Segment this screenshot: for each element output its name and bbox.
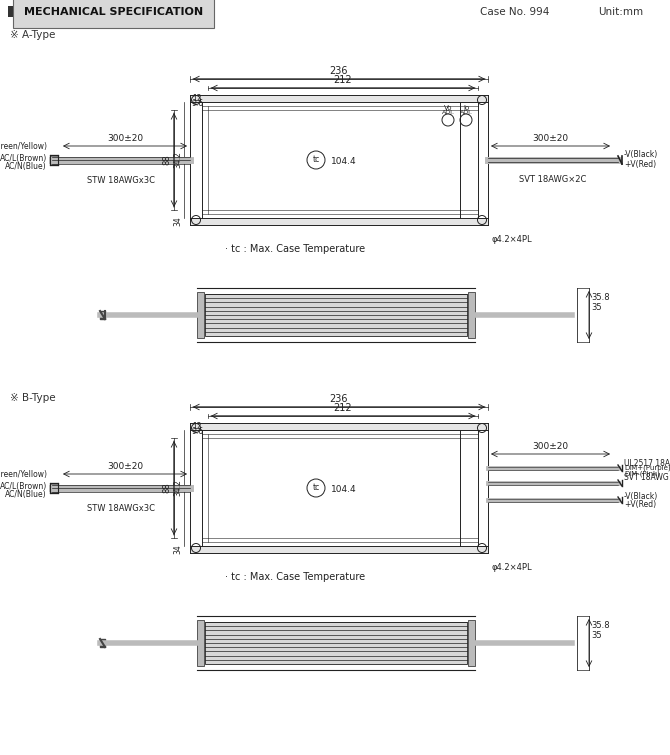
Text: AC/L(Brown): AC/L(Brown) <box>0 482 47 491</box>
Text: · tc : Max. Case Temperature: · tc : Max. Case Temperature <box>225 572 365 582</box>
Text: STW 18AWGx3C: STW 18AWGx3C <box>87 504 155 513</box>
Text: ADJ.: ADJ. <box>442 110 454 115</box>
Text: ※ B-Type: ※ B-Type <box>10 393 56 403</box>
Text: SVT 18AWG×2C: SVT 18AWG×2C <box>624 473 670 482</box>
Text: -V(Black): -V(Black) <box>624 492 658 501</box>
Bar <box>190 546 488 553</box>
Text: 88: 88 <box>162 155 171 165</box>
Text: ADJ.: ADJ. <box>460 110 472 115</box>
Bar <box>468 292 475 338</box>
Text: φ4.2×4PL: φ4.2×4PL <box>492 235 533 244</box>
Text: 236: 236 <box>330 66 348 76</box>
Text: 34: 34 <box>173 544 182 554</box>
Bar <box>197 620 204 666</box>
Text: 34: 34 <box>173 217 182 226</box>
Bar <box>190 95 488 102</box>
Text: -V(Black): -V(Black) <box>624 150 658 159</box>
Bar <box>8 6 20 17</box>
Text: FG⊕(Green/Yellow): FG⊕(Green/Yellow) <box>0 143 47 152</box>
Text: ※ A-Type: ※ A-Type <box>10 30 56 40</box>
Text: 35: 35 <box>591 303 602 312</box>
Text: 212: 212 <box>334 75 352 85</box>
Text: 300±20: 300±20 <box>533 442 569 451</box>
Text: DIM+(Purple): DIM+(Purple) <box>624 465 670 471</box>
Text: +V(Red): +V(Red) <box>624 500 656 509</box>
Text: 104.4: 104.4 <box>331 485 357 495</box>
Text: FG⊕(Green/Yellow): FG⊕(Green/Yellow) <box>0 470 47 479</box>
Bar <box>468 620 475 666</box>
Text: Unit:mm: Unit:mm <box>598 7 643 17</box>
Text: STW 18AWGx3C: STW 18AWGx3C <box>87 176 155 185</box>
Text: 300±20: 300±20 <box>107 134 143 143</box>
Text: 300±20: 300±20 <box>107 462 143 471</box>
Text: 9.6: 9.6 <box>192 427 204 436</box>
Text: AC/N(Blue): AC/N(Blue) <box>5 491 47 500</box>
Bar <box>205 622 467 664</box>
Text: AC/N(Blue): AC/N(Blue) <box>5 162 47 171</box>
Text: tc: tc <box>312 156 320 165</box>
Text: UL2517 18AWG×2C: UL2517 18AWG×2C <box>624 458 670 467</box>
Text: 35.8: 35.8 <box>591 621 610 630</box>
Text: 35: 35 <box>591 631 602 640</box>
Text: 34.2: 34.2 <box>173 479 182 497</box>
Text: tc: tc <box>312 483 320 492</box>
Text: DIM-(Pink): DIM-(Pink) <box>624 471 660 477</box>
Bar <box>205 294 467 336</box>
Text: φ4.2×4PL: φ4.2×4PL <box>492 563 533 572</box>
Text: 9.6: 9.6 <box>192 100 204 109</box>
Text: 12: 12 <box>192 422 202 431</box>
Text: Vo: Vo <box>444 105 452 111</box>
Bar <box>190 218 488 225</box>
Text: 88: 88 <box>162 482 171 493</box>
Bar <box>190 423 488 430</box>
Text: +V(Red): +V(Red) <box>624 161 656 170</box>
Text: Case No. 994: Case No. 994 <box>480 7 549 17</box>
Text: SVT 18AWG×2C: SVT 18AWG×2C <box>519 175 587 184</box>
Text: 300±20: 300±20 <box>533 134 569 143</box>
Text: 104.4: 104.4 <box>331 158 357 167</box>
Text: AC/L(Brown): AC/L(Brown) <box>0 153 47 162</box>
Text: Io: Io <box>463 105 469 111</box>
Text: MECHANICAL SPECIFICATION: MECHANICAL SPECIFICATION <box>24 7 203 17</box>
Text: 12: 12 <box>192 94 202 103</box>
Bar <box>197 292 204 338</box>
Text: 35.8: 35.8 <box>591 293 610 302</box>
Text: 34.2: 34.2 <box>173 152 182 168</box>
Text: 212: 212 <box>334 403 352 413</box>
Text: 236: 236 <box>330 394 348 404</box>
Text: · tc : Max. Case Temperature: · tc : Max. Case Temperature <box>225 244 365 254</box>
